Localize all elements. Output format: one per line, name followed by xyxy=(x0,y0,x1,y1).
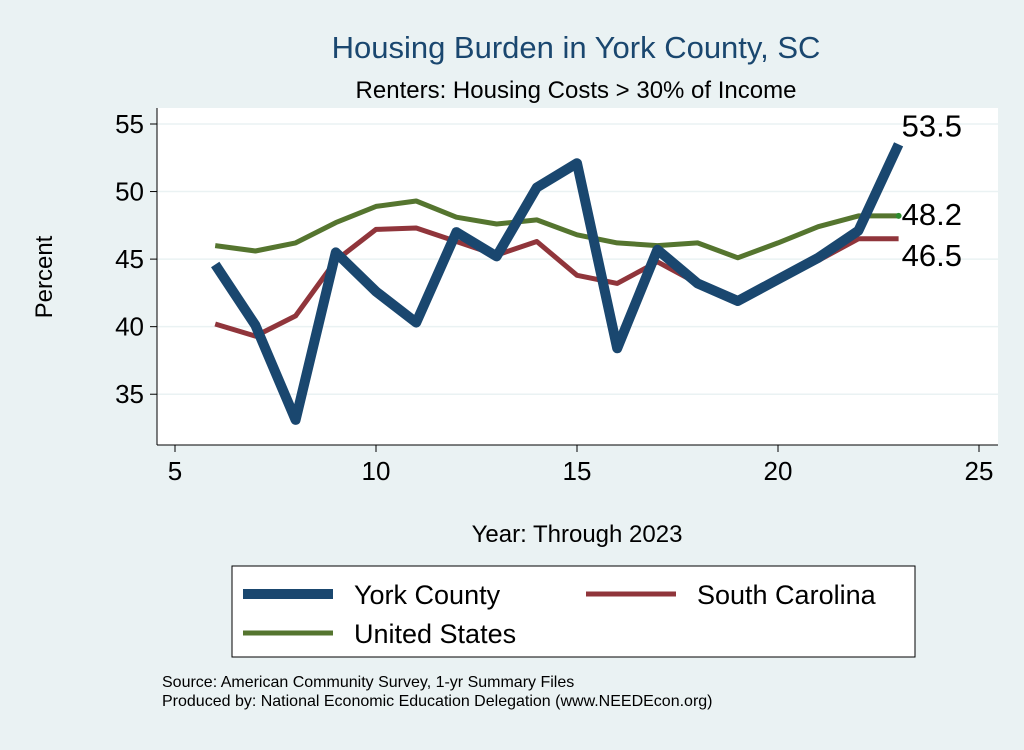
chart-subtitle: Renters: Housing Costs > 30% of Income xyxy=(356,77,797,104)
footer-source: Source: American Community Survey, 1-yr … xyxy=(162,674,575,691)
end-point-united-states xyxy=(895,212,902,219)
y-tick-label-35: 35 xyxy=(115,379,144,409)
x-ticks: 5 10 15 20 25 xyxy=(168,445,994,486)
y-tick-label-40: 40 xyxy=(115,312,144,342)
end-label-united-states: 48.2 xyxy=(902,197,962,232)
x-tick-label-15: 15 xyxy=(563,456,592,486)
x-axis-label: Year: Through 2023 xyxy=(472,521,683,548)
y-tick-label-50: 50 xyxy=(115,177,144,207)
series-line-york-county xyxy=(211,142,904,425)
x-tick-label-20: 20 xyxy=(764,456,793,486)
series-line-united-states xyxy=(214,198,899,261)
legend-box xyxy=(231,565,916,658)
y-tick-label-45: 45 xyxy=(115,244,144,274)
y-tick-label-55: 55 xyxy=(115,109,144,139)
end-label-south-carolina: 46.5 xyxy=(902,238,962,273)
legend: York County South Carolina United States xyxy=(231,565,916,658)
y-axis-label: Percent xyxy=(31,235,58,318)
end-labels: 53.5 46.5 48.2 xyxy=(895,108,962,273)
chart-title: Housing Burden in York County, SC xyxy=(332,30,821,65)
x-tick-label-5: 5 xyxy=(168,456,182,486)
y-ticks: 35 40 45 50 55 xyxy=(115,109,157,409)
x-tick-label-10: 10 xyxy=(362,456,391,486)
legend-label-united-states: United States xyxy=(354,619,516,649)
x-tick-label-25: 25 xyxy=(965,456,994,486)
legend-label-south-carolina: South Carolina xyxy=(697,580,877,610)
series-lines xyxy=(211,142,904,425)
end-label-york-county: 53.5 xyxy=(902,108,962,143)
legend-label-york-county: York County xyxy=(354,580,501,610)
footer-produced: Produced by: National Economic Education… xyxy=(162,693,713,710)
